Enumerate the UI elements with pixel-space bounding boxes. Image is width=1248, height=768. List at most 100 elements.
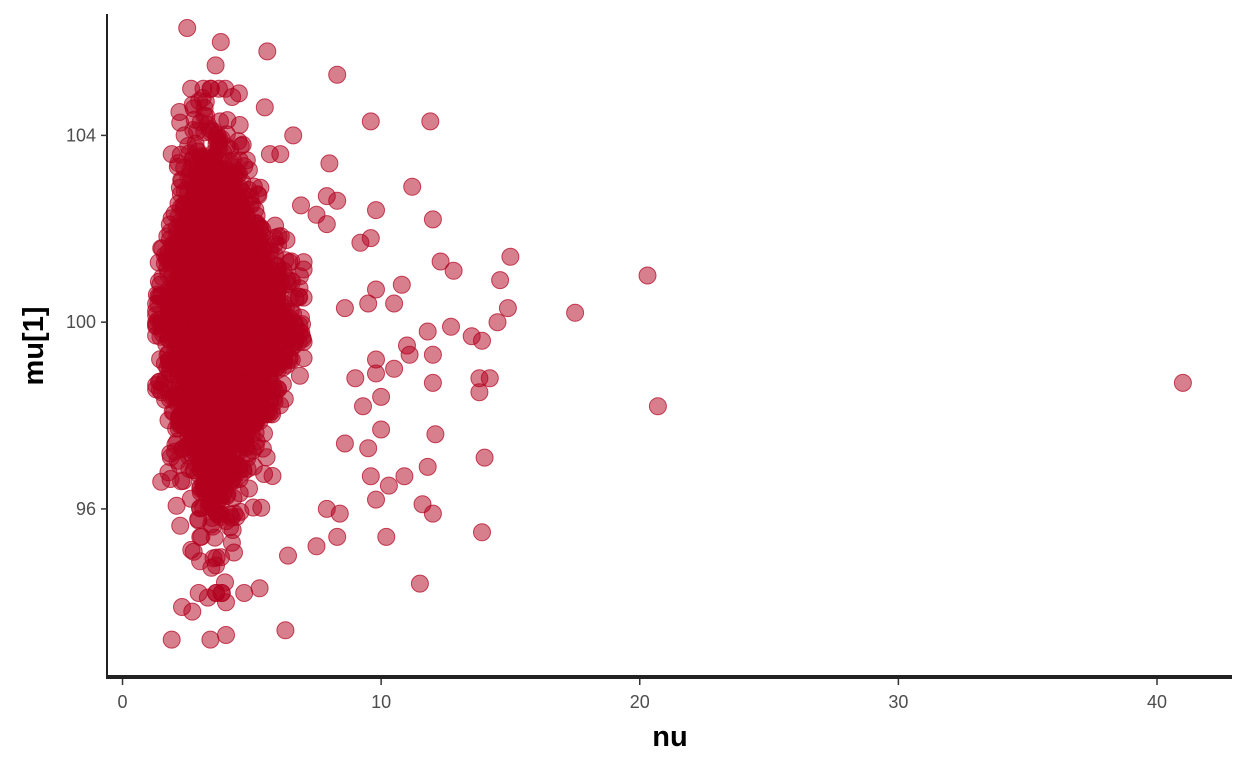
data-point [403,177,422,196]
data-point [229,311,248,329]
data-point [367,490,385,509]
data-point [335,434,354,453]
data-point [284,126,303,145]
data-point [648,397,667,416]
data-point [258,42,277,61]
data-point [220,410,239,429]
data-point [278,318,296,337]
data-point [255,98,274,117]
data-point [206,56,225,75]
data-point [418,457,437,476]
data-point [217,593,235,612]
data-point [475,448,494,467]
data-point [444,261,463,280]
y-tick-label: 100 [66,312,96,332]
data-point [262,402,281,421]
data-point [170,103,189,121]
data-point [423,345,442,364]
data-point [203,429,222,448]
points-layer [147,19,1192,649]
data-point [239,409,258,428]
data-point [367,280,385,299]
x-tick-label: 40 [1147,692,1167,712]
data-point [367,364,385,383]
data-point [367,201,385,220]
data-point [498,299,517,318]
data-point [216,573,234,592]
data-point [488,313,507,332]
data-point [265,276,284,295]
x-tick-label: 0 [118,692,128,712]
data-point [242,195,261,214]
data-point [248,339,267,358]
data-point [233,173,252,192]
data-point [491,271,510,290]
data-point [292,196,310,215]
data-point [423,373,442,392]
y-ticks: 96 100 104 [66,125,107,519]
data-point [210,188,229,206]
data-point [328,527,347,546]
data-point [198,588,217,607]
data-point [418,322,437,341]
data-point [231,502,250,521]
data-point [218,229,237,248]
data-point [277,231,296,249]
data-point [320,154,339,173]
data-point [161,448,180,467]
data-point [229,84,248,103]
data-point [423,210,442,229]
data-point [170,389,189,408]
data-point [385,359,404,378]
data-point [207,548,226,567]
data-point [189,386,208,405]
data-point [229,378,248,397]
data-point [638,266,657,285]
data-point [250,232,269,251]
y-tick-label: 96 [76,499,96,519]
data-point [395,467,414,486]
x-tick-label: 30 [888,692,908,712]
data-point [190,350,209,369]
data-point [201,122,219,141]
data-point [175,126,194,145]
data-point [379,476,398,495]
data-point [240,389,259,408]
data-point [442,317,460,336]
data-point [400,345,419,364]
data-point [185,184,204,203]
data-point [276,621,295,640]
data-point [183,602,202,621]
data-point [290,366,309,385]
data-point [231,136,250,155]
data-point [426,425,445,444]
data-point [317,499,336,518]
data-point [271,145,290,164]
data-point [252,498,271,517]
data-point [359,439,378,458]
data-point [205,459,224,478]
data-point [192,527,211,546]
data-point [178,19,197,37]
data-point [147,380,166,399]
data-point [162,145,181,164]
data-point [156,311,175,330]
data-point [317,215,336,234]
data-point [372,387,391,406]
data-point [221,455,239,474]
data-point [335,299,354,318]
data-point [361,112,380,131]
data-point [328,65,347,84]
data-point [192,223,211,242]
data-point [161,470,180,488]
data-point [167,496,186,515]
data-point [190,409,209,428]
data-point [242,298,261,317]
data-point [566,303,585,322]
data-point [385,294,404,313]
data-point [200,375,219,394]
data-point [372,420,391,439]
data-point [218,111,237,130]
data-point [361,229,380,248]
